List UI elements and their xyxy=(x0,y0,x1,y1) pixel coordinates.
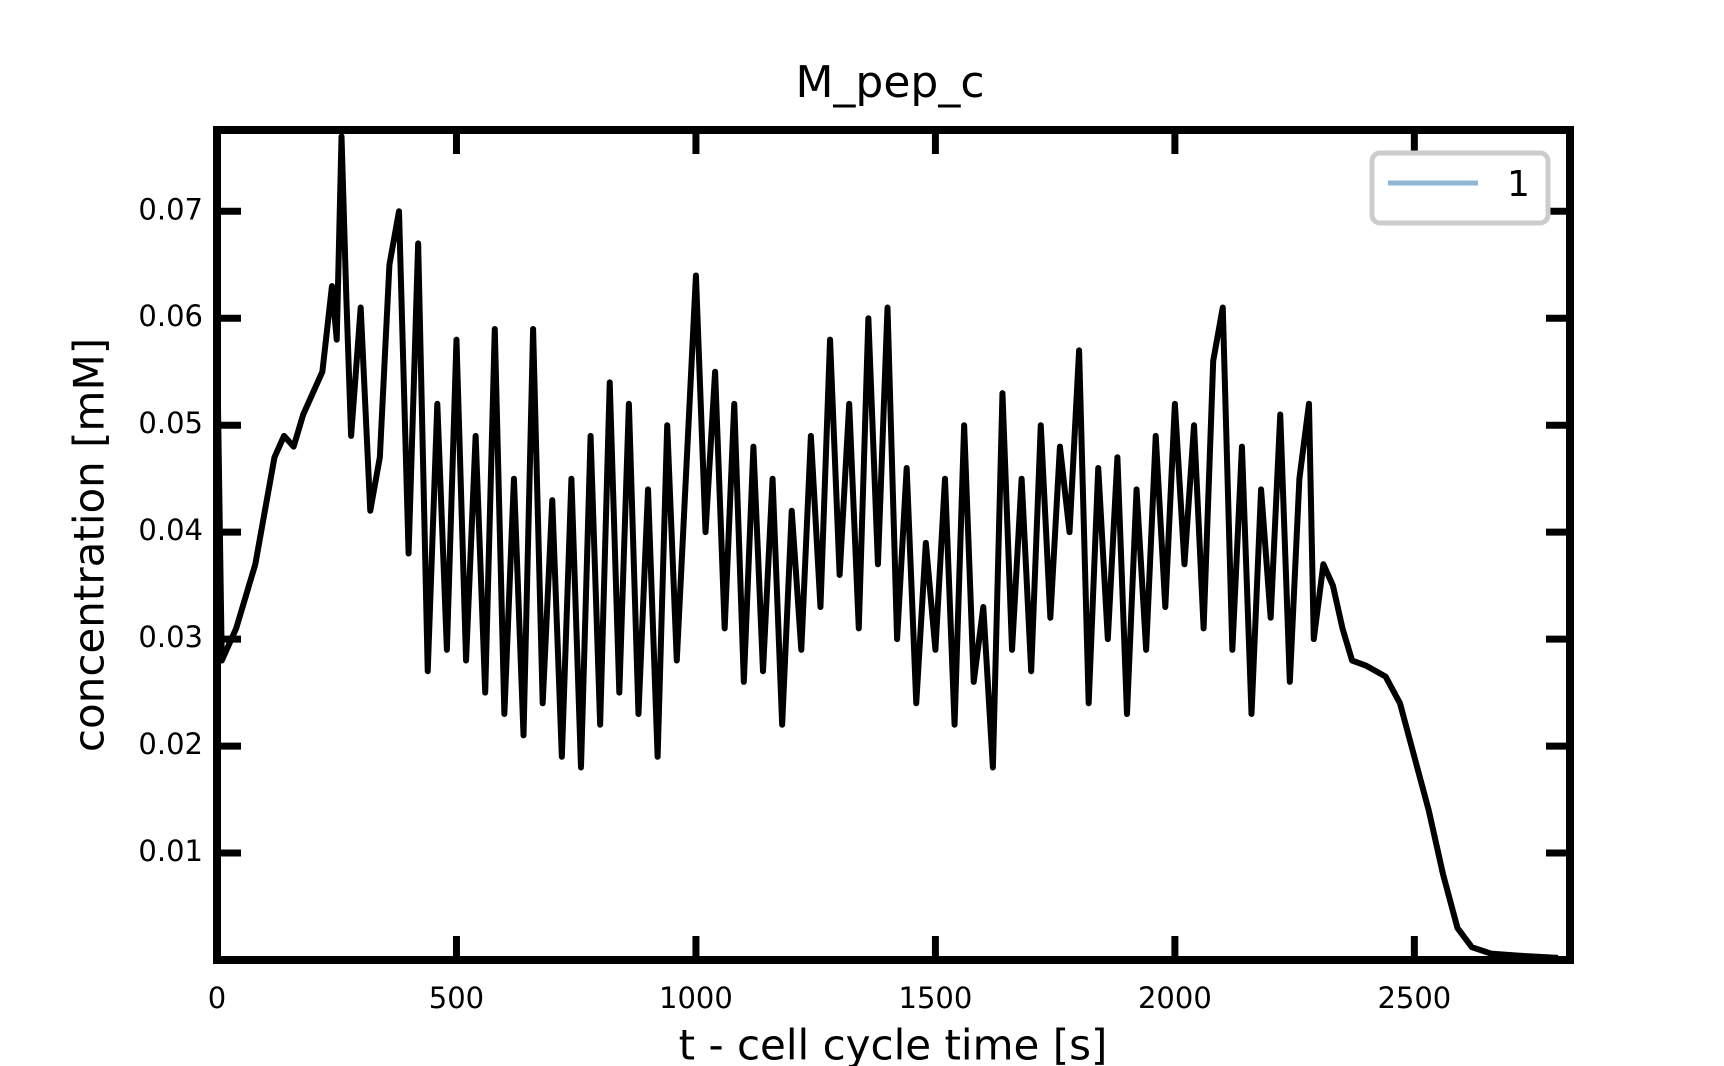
x-tick-label: 1000 xyxy=(659,981,733,1015)
x-axis-label: t - cell cycle time [s] xyxy=(679,1021,1108,1066)
y-tick-label: 0.07 xyxy=(138,192,203,226)
y-tick-label: 0.02 xyxy=(138,727,203,761)
y-tick-label: 0.04 xyxy=(138,513,203,547)
chart-title: M_pep_c xyxy=(795,57,984,108)
y-tick-label: 0.01 xyxy=(138,834,203,868)
x-tick-label: 2500 xyxy=(1377,981,1451,1015)
plot-frame xyxy=(213,126,1574,964)
y-axis-label: concentration [mM] xyxy=(65,338,114,752)
x-tick-label: 0 xyxy=(208,981,226,1015)
y-tick-label: 0.06 xyxy=(138,299,203,333)
x-tick-label: 2000 xyxy=(1138,981,1212,1015)
x-tick-label: 1500 xyxy=(899,981,973,1015)
legend-label: 1 xyxy=(1507,164,1530,205)
data-line xyxy=(217,133,1559,960)
y-tick-label: 0.03 xyxy=(138,620,203,654)
x-tick-label: 500 xyxy=(429,981,484,1015)
y-tick-label: 0.05 xyxy=(138,406,203,440)
legend-box xyxy=(1369,150,1551,226)
